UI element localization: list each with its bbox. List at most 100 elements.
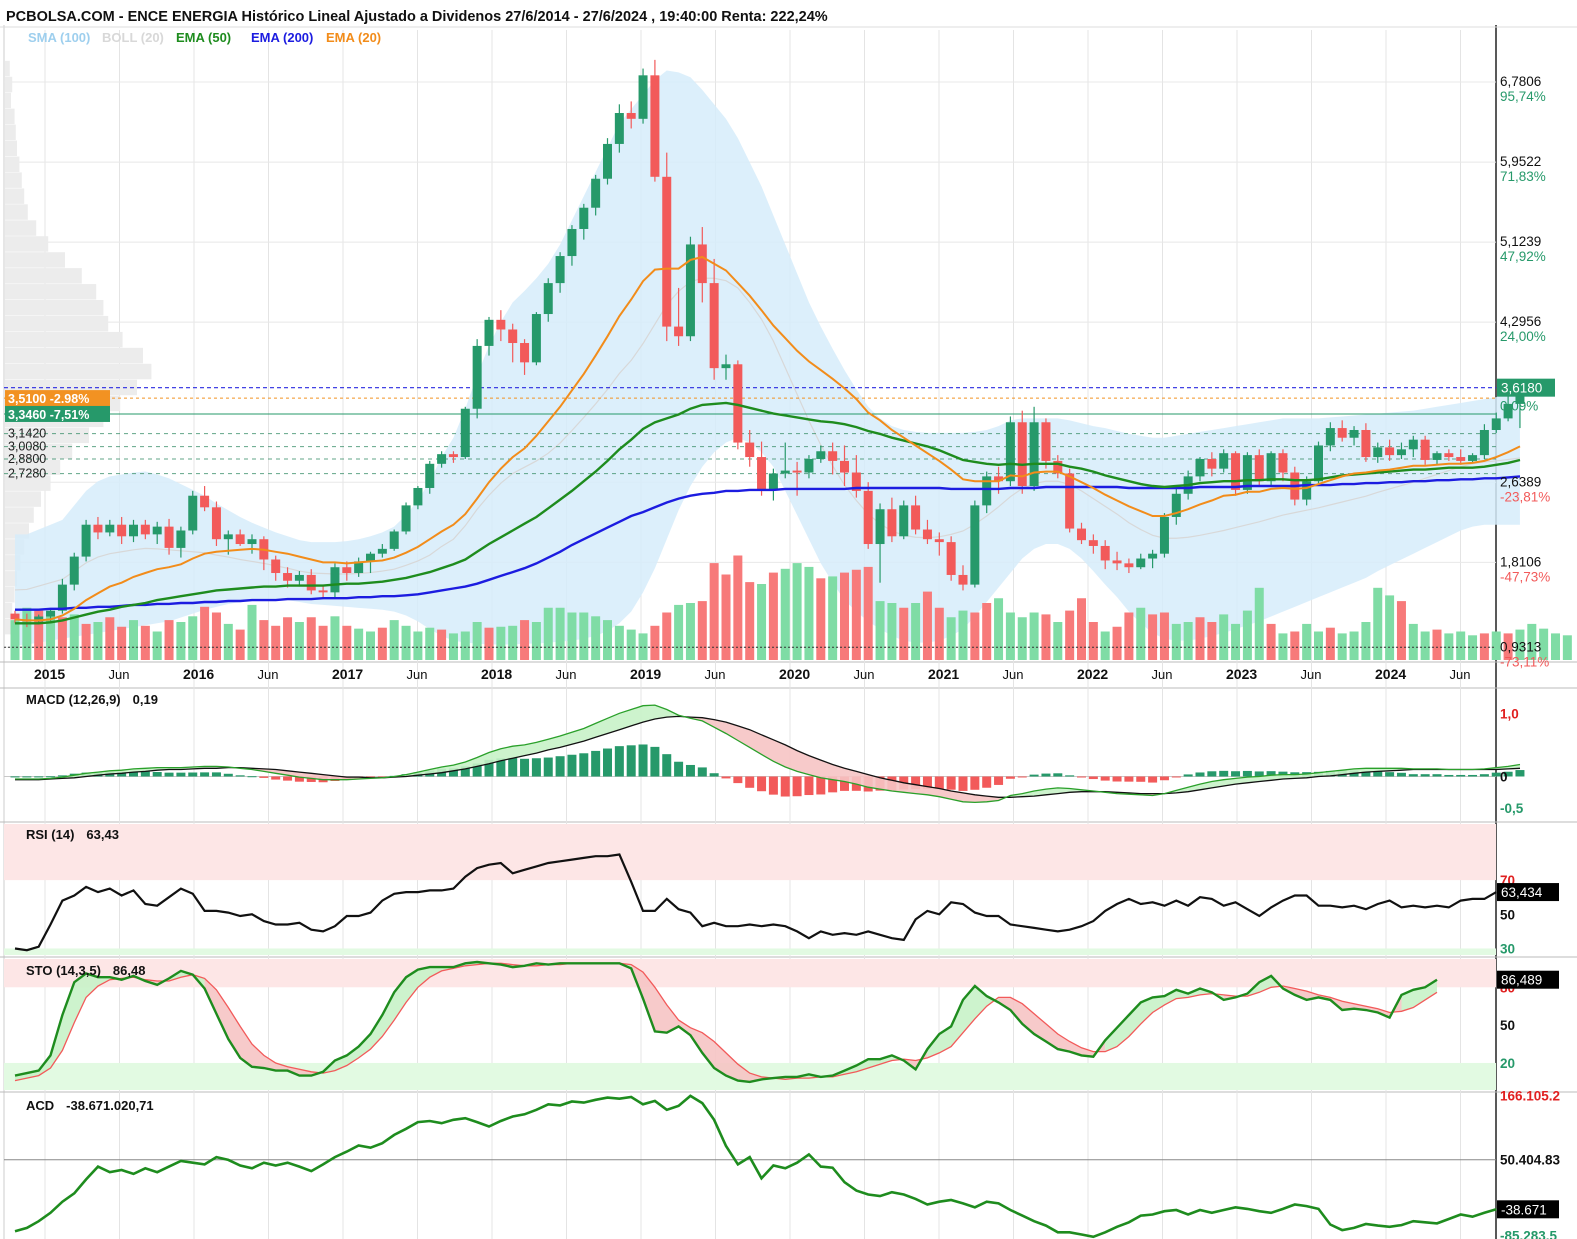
price-tag-label: 3,3460 -7,51% (8, 408, 89, 422)
level-label: 2,8800 (8, 452, 46, 466)
volume-bar (1005, 612, 1015, 660)
volume-bar (1349, 631, 1359, 660)
candle-body (1017, 422, 1027, 487)
volume-profile-bar (5, 443, 73, 459)
candle-body (851, 472, 861, 491)
volume-bar (57, 617, 67, 660)
volume-bar (792, 563, 802, 660)
volume-profile-bar (5, 268, 82, 284)
volume-bar (922, 591, 932, 660)
candle-body (1302, 481, 1312, 500)
candle-body (1266, 453, 1276, 482)
candle-body (887, 509, 897, 537)
volume-bar (117, 626, 127, 660)
time-tick-label: 2015 (34, 666, 65, 682)
volume-bar (223, 623, 233, 660)
volume-bar (994, 598, 1004, 660)
candle-body (223, 534, 233, 540)
volume-bar (377, 627, 387, 660)
macd-histogram-bar (259, 776, 269, 778)
volume-bar (294, 622, 304, 660)
candle-body (1420, 439, 1430, 460)
candle-body (1479, 429, 1489, 456)
time-tick-label: 2022 (1077, 666, 1108, 682)
volume-profile-bar (5, 76, 13, 93)
candle-body (520, 343, 530, 363)
volume-bar (81, 623, 91, 660)
price-tick-label: 5,9522 (1500, 154, 1541, 169)
volume-profile-bar (5, 618, 11, 635)
macd-histogram-bar (768, 776, 778, 795)
time-tick-label: 2020 (779, 666, 810, 682)
volume-bar (1112, 626, 1122, 660)
volume-bar (1017, 617, 1027, 660)
candle-body (354, 561, 364, 574)
volume-profile-bar (5, 427, 89, 444)
volume-bar (1408, 623, 1418, 660)
candle-body (780, 470, 790, 474)
candle-body (911, 505, 921, 530)
macd-histogram-bar (366, 776, 375, 778)
volume-bar (531, 622, 541, 660)
sto-cloud (998, 997, 1106, 1057)
candle-body (685, 244, 695, 337)
percent-tick-label: 24,00% (1500, 329, 1546, 344)
candle-body (389, 531, 399, 549)
macd-histogram-bar (1420, 774, 1430, 777)
macd-histogram-bar (792, 776, 802, 797)
candle-body (899, 505, 909, 537)
macd-tick-label: 0 (1500, 769, 1508, 784)
volume-bar (887, 603, 897, 660)
volume-bar (638, 633, 648, 660)
candle-body (922, 529, 932, 540)
volume-profile-bar (5, 284, 97, 300)
volume-bar (1077, 598, 1086, 660)
sto-cloud (204, 978, 324, 1076)
volume-bar (152, 631, 162, 660)
macd-histogram-bar (709, 773, 719, 777)
ema50-line (15, 401, 1521, 625)
volume-bar (1159, 612, 1169, 660)
volume-profile-bar (5, 124, 16, 141)
macd-histogram-bar (10, 776, 20, 778)
macd-histogram-bar (994, 776, 1004, 785)
candle-body (1207, 458, 1217, 469)
volume-bar (306, 617, 316, 660)
percent-tick-label: -47,73% (1500, 569, 1550, 584)
volume-bar (247, 604, 257, 660)
volume-bar (863, 566, 873, 660)
sto-cloud (169, 970, 205, 989)
candle-body (650, 75, 660, 177)
volume-bar (413, 631, 423, 660)
macd-tick-label: 1,0 (1500, 706, 1519, 721)
sto-cloud (631, 964, 774, 1082)
volume-bar (1503, 633, 1513, 660)
volume-bar (22, 607, 32, 660)
volume-bar (129, 620, 138, 660)
candle-body (1396, 449, 1406, 456)
volume-bar (603, 620, 612, 660)
volume-bar (460, 631, 470, 660)
candle-body (294, 574, 304, 581)
volume-profile (5, 60, 152, 635)
candle-body (176, 530, 186, 548)
macd-histogram-bar (1077, 776, 1086, 778)
time-tick-label: 2017 (332, 666, 363, 682)
macd-histogram-bar (1195, 772, 1205, 777)
volume-bar (567, 612, 577, 660)
candle-body (816, 451, 826, 459)
candle-body (1491, 418, 1501, 430)
volume-bar (1278, 633, 1288, 660)
moving-average-lines (14, 255, 1521, 625)
macd-histogram-bar (1479, 774, 1489, 777)
volume-bar (140, 625, 150, 660)
macd-histogram-bar (662, 754, 672, 777)
candle-body (152, 526, 162, 535)
volume-bar (1029, 612, 1039, 660)
macd-histogram-bar (603, 748, 612, 777)
candle-body (1242, 455, 1252, 490)
macd-histogram-bar (188, 772, 198, 777)
volume-bar (1290, 631, 1300, 660)
last-price-box (1497, 378, 1555, 397)
